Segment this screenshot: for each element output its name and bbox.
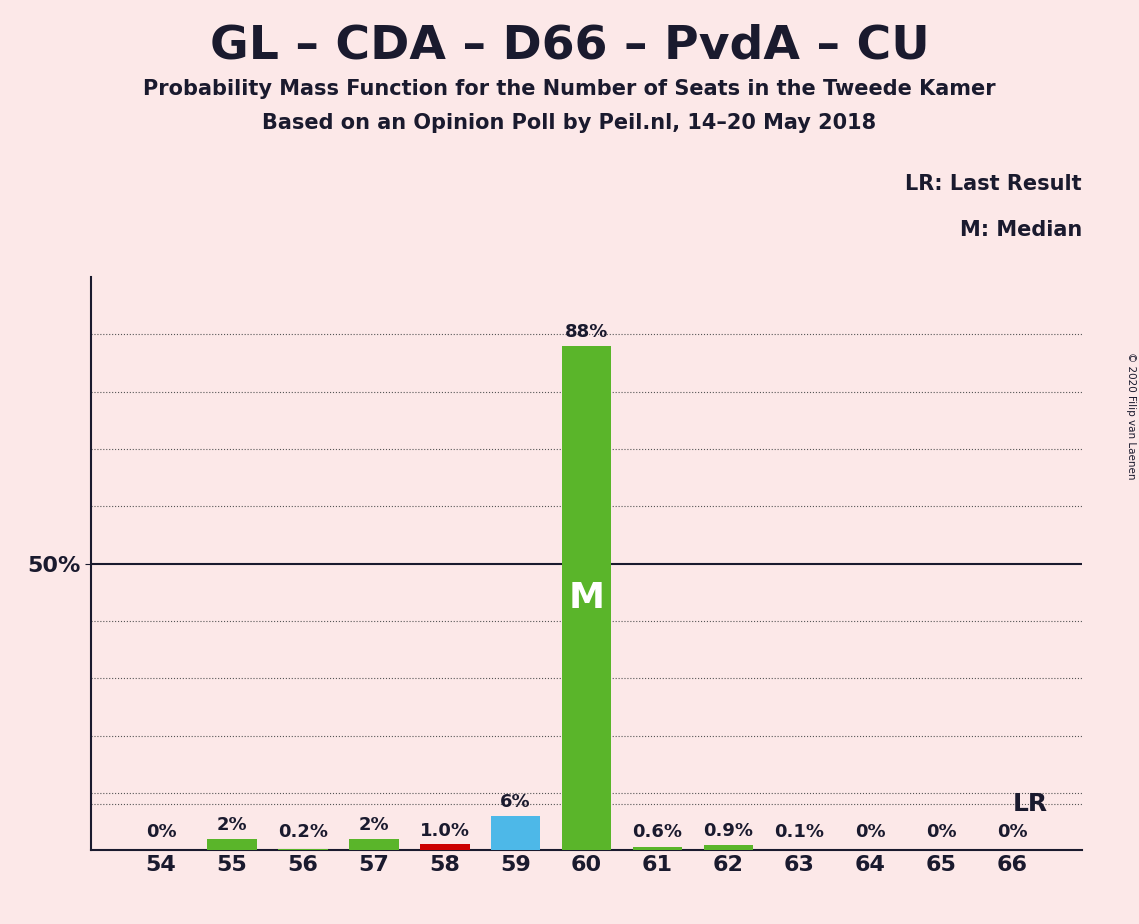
Text: 0.9%: 0.9% — [704, 822, 754, 840]
Text: 6%: 6% — [500, 793, 531, 811]
Text: 0%: 0% — [926, 823, 957, 842]
Bar — [278, 849, 328, 850]
Text: Based on an Opinion Poll by Peil.nl, 14–20 May 2018: Based on an Opinion Poll by Peil.nl, 14–… — [262, 113, 877, 133]
Text: 0%: 0% — [855, 823, 886, 842]
Bar — [420, 845, 469, 850]
Bar — [349, 839, 399, 850]
Text: 2%: 2% — [359, 816, 390, 834]
Text: © 2020 Filip van Laenen: © 2020 Filip van Laenen — [1126, 352, 1136, 480]
Bar — [562, 346, 612, 850]
Bar — [704, 845, 753, 850]
Text: 0.1%: 0.1% — [775, 823, 825, 842]
Text: 2%: 2% — [216, 816, 247, 834]
Text: 0%: 0% — [146, 823, 177, 842]
Text: 0.6%: 0.6% — [632, 823, 682, 842]
Text: LR: Last Result: LR: Last Result — [906, 174, 1082, 194]
Bar — [491, 816, 541, 850]
Text: 88%: 88% — [565, 323, 608, 341]
Bar — [632, 846, 682, 850]
Text: M: M — [568, 581, 605, 615]
Text: 1.0%: 1.0% — [419, 821, 469, 840]
Text: Probability Mass Function for the Number of Seats in the Tweede Kamer: Probability Mass Function for the Number… — [144, 79, 995, 99]
Text: M: Median: M: Median — [960, 220, 1082, 240]
Text: GL – CDA – D66 – PvdA – CU: GL – CDA – D66 – PvdA – CU — [210, 23, 929, 68]
Text: LR: LR — [1013, 792, 1048, 816]
Text: 0%: 0% — [997, 823, 1027, 842]
Bar — [207, 839, 256, 850]
Text: 0.2%: 0.2% — [278, 823, 328, 842]
